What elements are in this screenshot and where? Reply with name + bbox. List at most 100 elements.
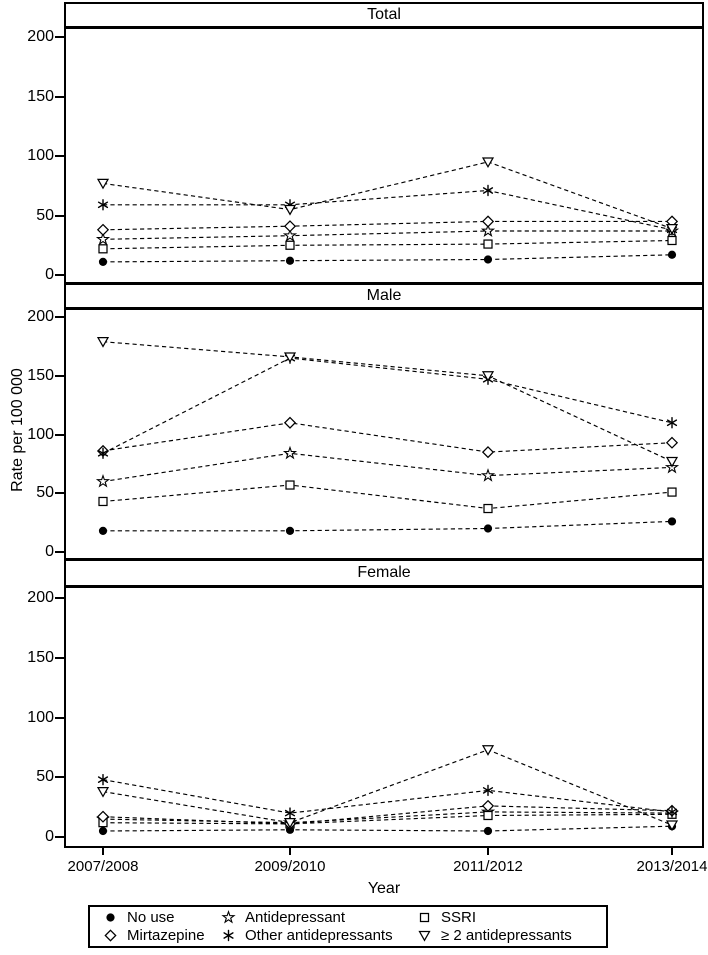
x-tick-label: 2013/2014 [636,858,708,875]
marker-circle-filled [483,255,493,264]
y-tick-mark [55,776,64,779]
marker-asterisk [666,417,678,429]
marker-diamond [665,436,679,449]
y-tick-mark [55,656,64,659]
star-legend-icon [221,910,236,924]
y-tick-label: 150 [27,366,54,384]
square-legend-icon [419,913,430,923]
y-tick-label: 100 [27,425,54,443]
marker-diamond [283,220,297,233]
series-line [102,254,673,263]
marker-square [285,480,295,490]
marker-asterisk [223,929,234,941]
legend: No use Mirtazepine Antidepressant Other ant… [88,905,608,948]
marker-asterisk [97,199,109,211]
series-line [102,422,673,453]
y-tick-mark [55,316,64,318]
marker-diamond [104,929,117,942]
marker-triangle-down [481,371,495,382]
legend-item: No use [103,909,221,926]
marker-asterisk [482,784,494,797]
triangle-down-legend-icon [418,930,431,942]
line-chart-female [95,745,680,836]
y-tick-label: 200 [27,308,54,325]
marker-circle-filled [106,913,115,922]
legend-label: Other antidepressants [245,926,393,944]
series-line [102,452,673,483]
y-tick-mark [55,836,64,838]
y-tick-mark [55,214,64,217]
marker-square [483,503,493,514]
y-tick-mark [55,374,64,377]
line-chart-total [95,157,680,267]
marker-diamond [481,446,495,459]
marker-diamond [481,799,495,813]
marker-triangle-down [665,820,679,832]
y-tick-mark [55,551,64,553]
x-tick-mark [671,848,673,855]
y-tick-mark [55,597,64,599]
legend-item: Antidepressant [221,909,417,926]
x-tick-label: 2009/2010 [254,858,326,875]
x-tick-mark [487,848,489,855]
y-tick-label: 50 [36,206,54,224]
marker-star [480,223,496,238]
y-tick-label: 100 [27,708,54,726]
marker-star [95,231,111,246]
y-tick-mark [55,492,64,495]
series-line [102,825,673,832]
series-line [103,520,673,532]
panel-title-male: Male [64,282,704,310]
series-line [102,484,673,510]
marker-square [483,810,493,821]
panel-title-total: Total [64,2,704,29]
marker-asterisk [666,806,678,818]
y-tick-label: 50 [36,484,54,502]
marker-triangle-down [481,745,495,756]
series-line [102,749,673,826]
marker-circle-filled [285,256,295,265]
marker-triangle-down [283,352,297,364]
y-tick-label: 0 [45,266,54,283]
series-line [102,357,673,454]
marker-triangle-down [283,204,297,216]
marker-triangle-down [96,178,110,190]
panel-plot-male [64,310,704,558]
marker-square [667,235,677,246]
legend-label: Mirtazepine [127,926,205,944]
y-tick-label: 0 [45,543,54,560]
circle-filled-legend-icon [106,913,115,922]
legend-label: Antidepressant [245,909,346,927]
marker-triangle-down [665,456,679,468]
marker-circle-filled [98,257,108,267]
legend-item: SSRI [417,909,606,926]
marker-star [480,468,496,482]
marker-circle-filled [667,250,677,259]
y-tick-label: 50 [36,768,54,786]
x-tick-label: 2011/2012 [453,858,523,875]
y-tick-mark [55,433,64,436]
legend-label: No use [127,909,175,927]
y-tick-label: 100 [27,147,54,164]
marker-triangle-down [283,818,297,829]
marker-square [419,913,430,923]
x-tick-mark [102,848,104,855]
y-tick-mark [55,274,64,276]
marker-triangle-down [96,786,110,798]
y-tick-mark [55,716,64,719]
marker-star [282,228,298,242]
panel-title-female: Female [64,558,704,588]
marker-asterisk [284,807,296,819]
series-line [102,813,673,825]
marker-circle-filled [483,524,493,533]
y-tick-mark [55,95,64,98]
diamond-legend-icon [104,929,117,942]
marker-asterisk [97,773,109,786]
y-tick-label: 150 [27,648,54,666]
marker-diamond [96,810,110,823]
y-tick-label: 150 [27,87,54,105]
x-tick-label: 2007/2008 [67,858,139,875]
marker-circle-filled [285,526,295,535]
legend-item: Other antidepressants [221,927,417,944]
panel-plot-female [64,588,704,848]
